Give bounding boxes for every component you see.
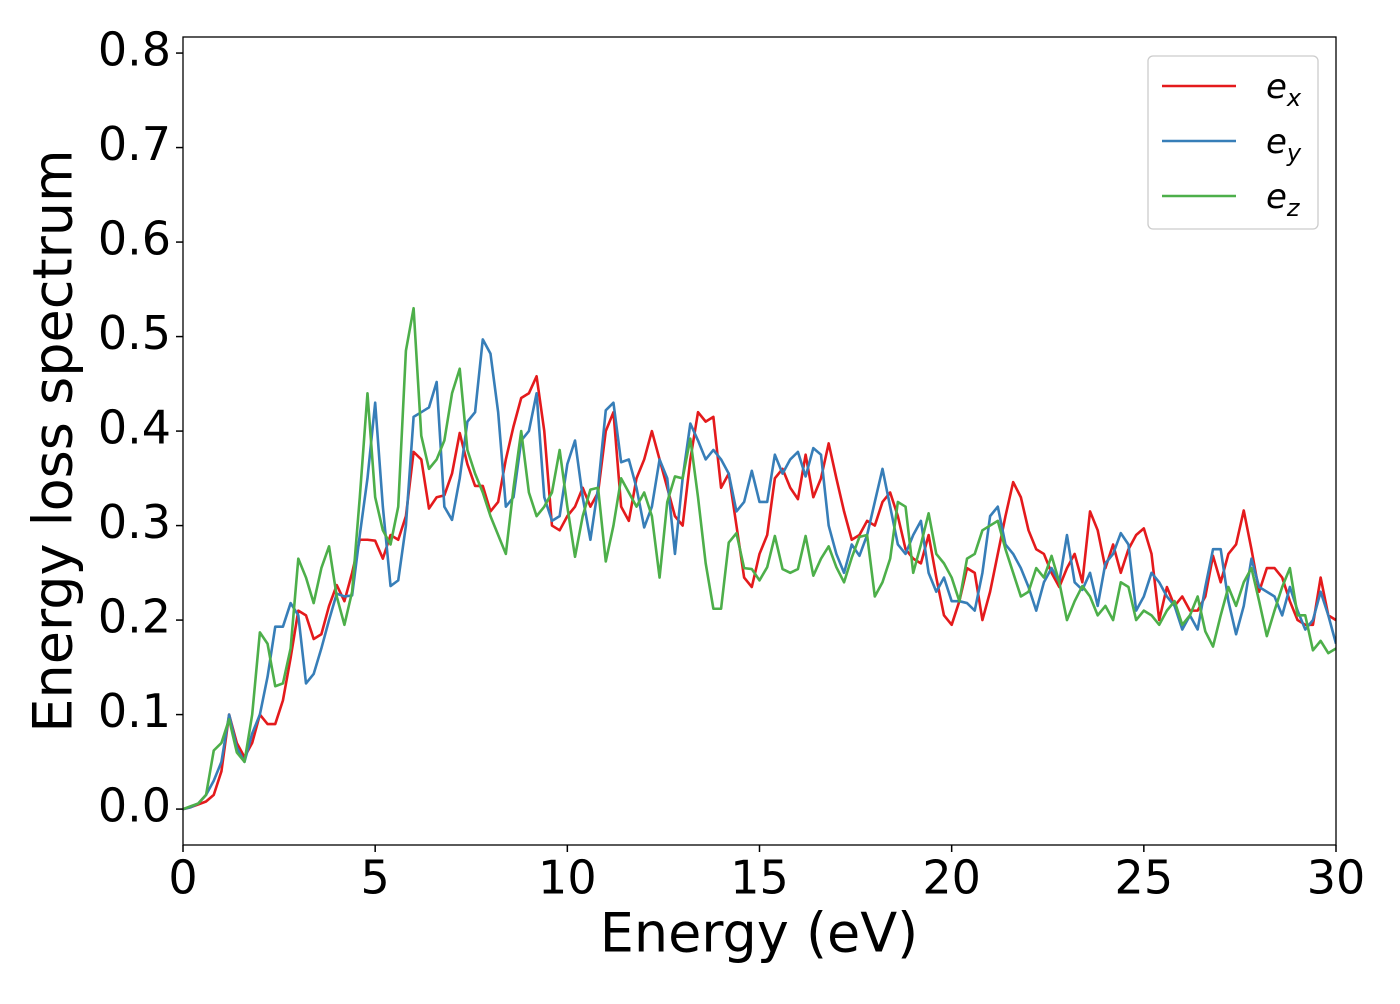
x-axis-label: Energy (eV) bbox=[600, 902, 919, 965]
x-tick-label: 25 bbox=[1115, 851, 1174, 905]
legend: ex ey ez bbox=[1147, 55, 1319, 230]
legend-label: ez bbox=[1266, 177, 1301, 222]
x-tick-label: 20 bbox=[922, 851, 981, 905]
data-line bbox=[183, 338, 1336, 811]
y-tick-label: 0.3 bbox=[98, 495, 171, 549]
y-tick-label: 0.2 bbox=[98, 590, 171, 644]
y-axis-label: Energy loss spectrum bbox=[22, 149, 85, 732]
x-tick-label: 30 bbox=[1307, 851, 1366, 905]
legend-box bbox=[1147, 55, 1319, 230]
y-tick-label: 0.7 bbox=[98, 117, 171, 171]
x-tick-label: 15 bbox=[730, 851, 789, 905]
plot-frame bbox=[182, 36, 1337, 846]
y-tick-label: 0.4 bbox=[98, 401, 171, 455]
legend-label: ex bbox=[1266, 67, 1302, 112]
x-tick-label: 0 bbox=[168, 851, 197, 905]
y-tick-label: 0.8 bbox=[98, 23, 171, 77]
x-tick-label: 10 bbox=[538, 851, 597, 905]
y-tick-label: 0.6 bbox=[98, 212, 171, 266]
y-tick-label: 0.1 bbox=[98, 684, 171, 738]
data-line bbox=[183, 306, 1336, 811]
legend-label: ey bbox=[1266, 122, 1302, 167]
data-line bbox=[183, 374, 1336, 811]
y-tick-label: 0.0 bbox=[98, 779, 171, 833]
y-tick-label: 0.5 bbox=[98, 306, 171, 360]
x-tick-label: 5 bbox=[361, 851, 390, 905]
